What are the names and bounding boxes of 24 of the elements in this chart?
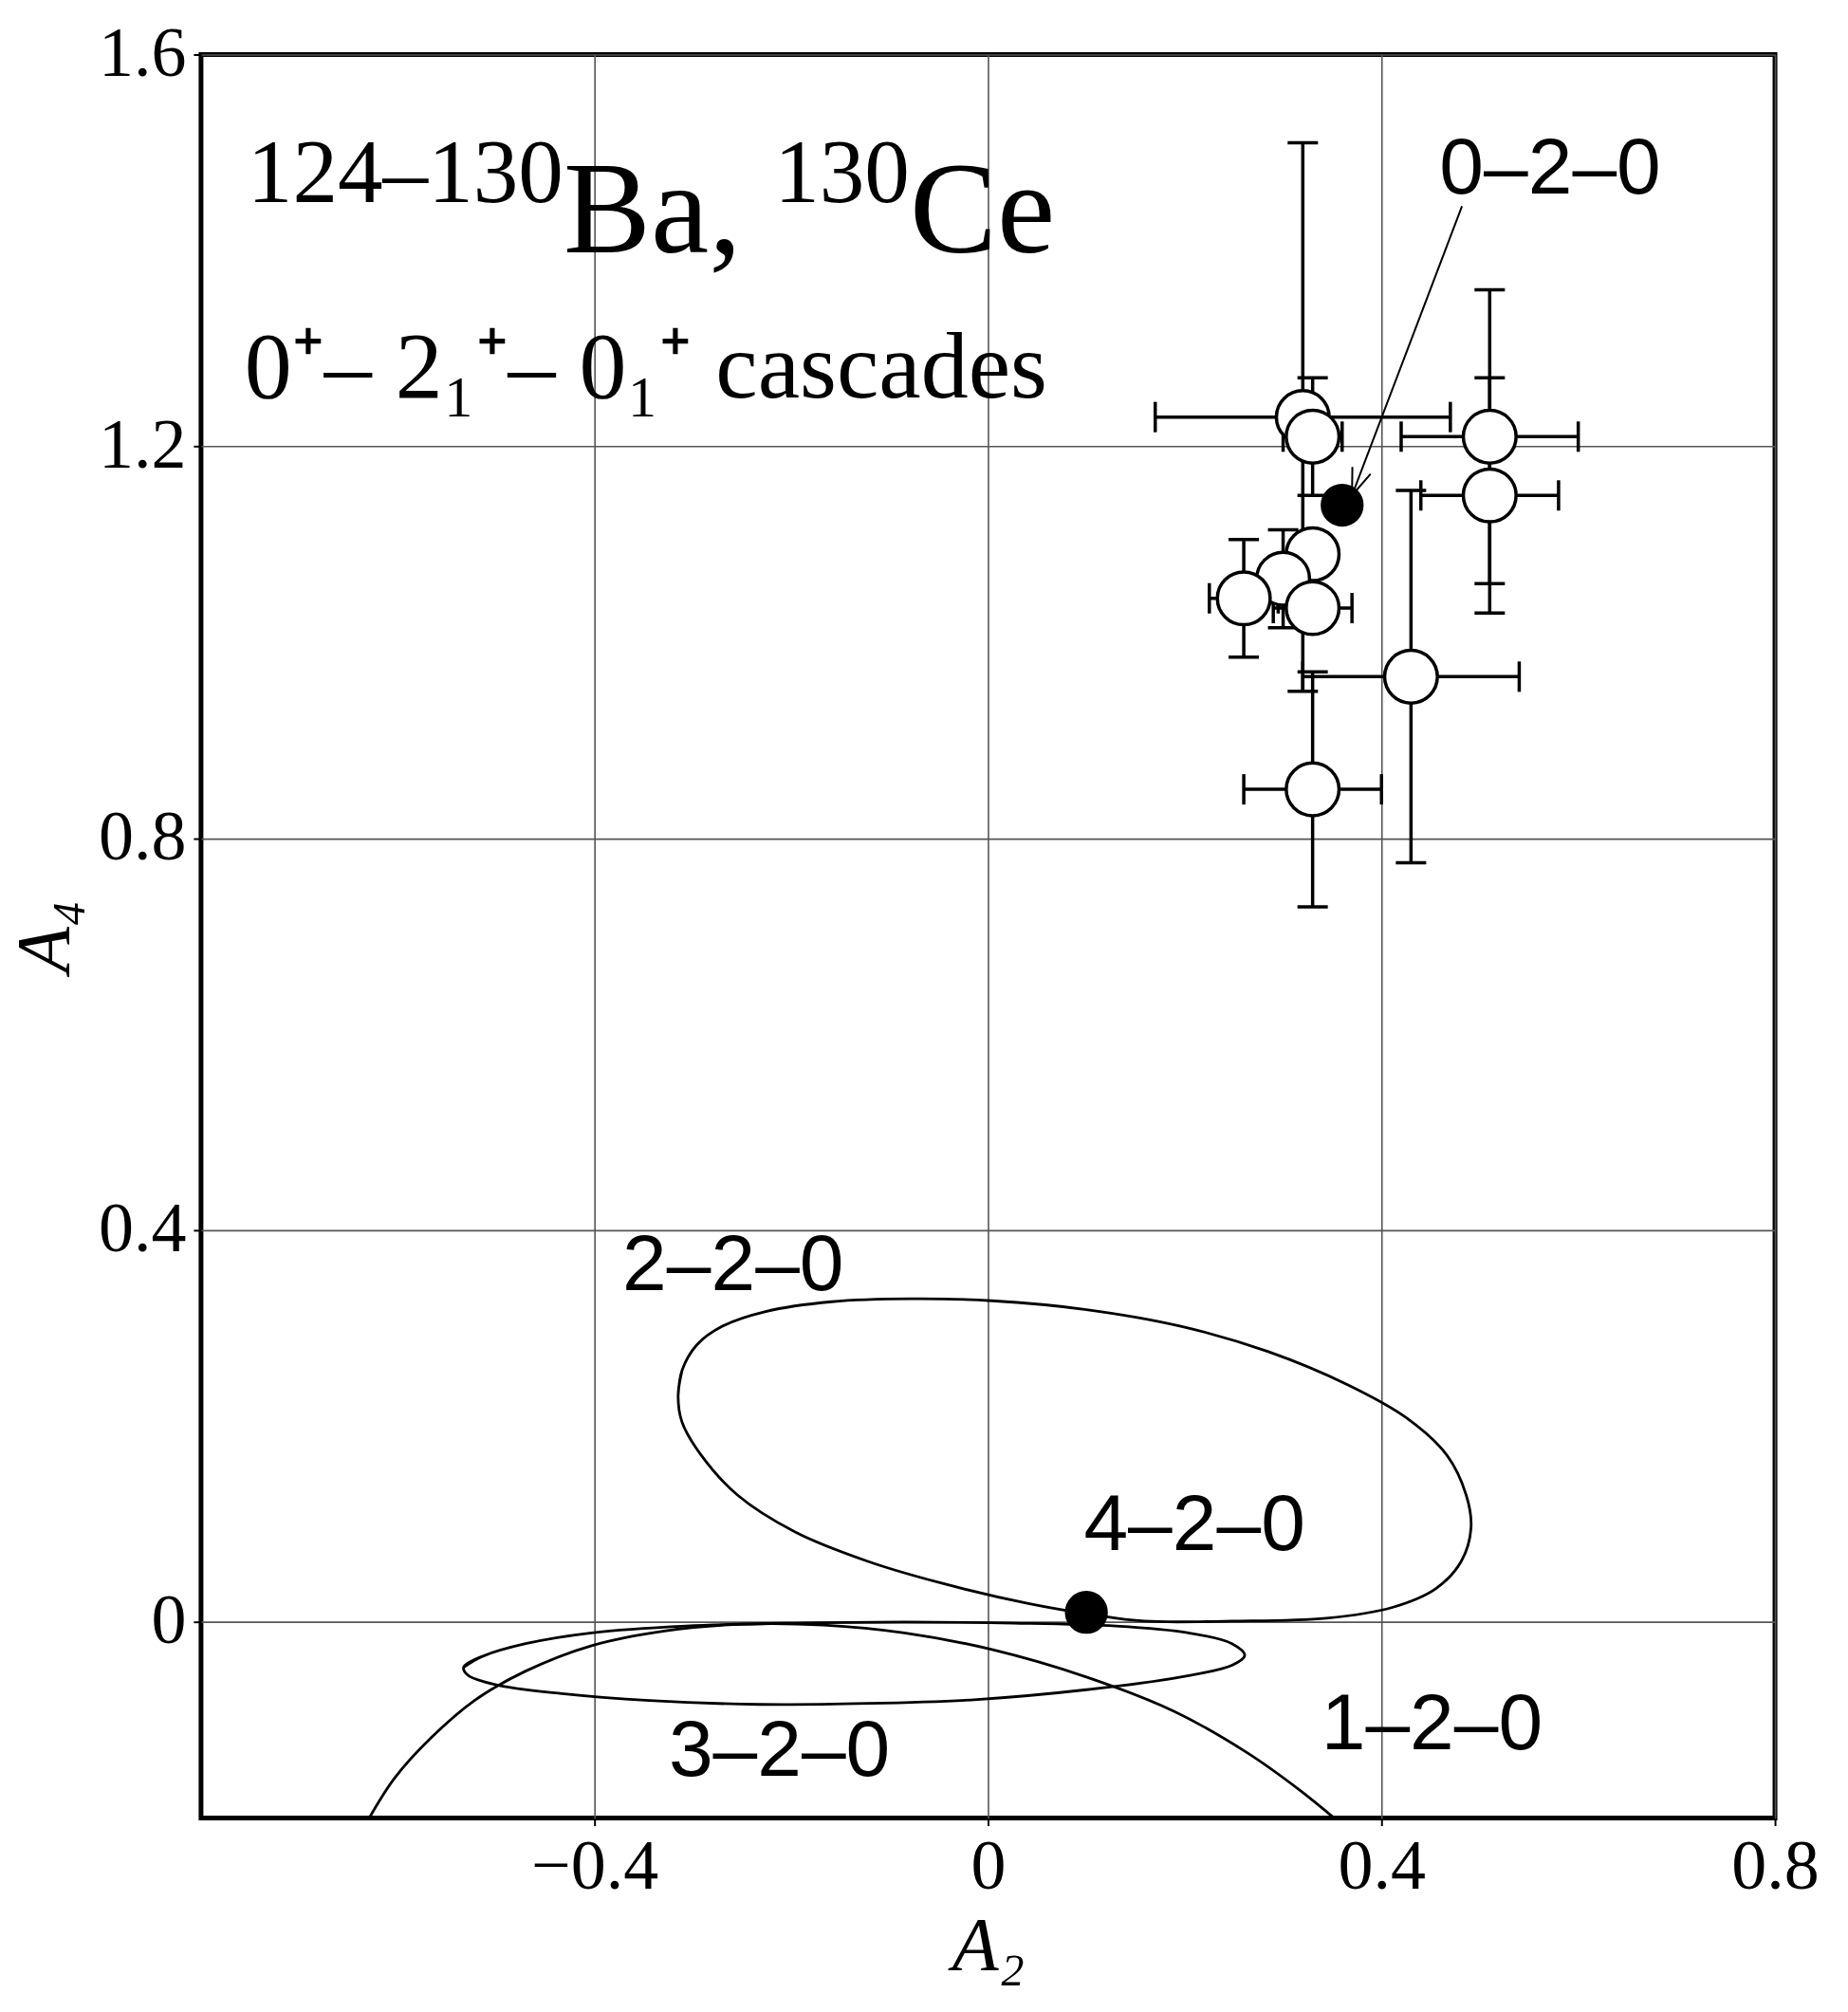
annotation: 0–2–0: [1439, 121, 1661, 212]
x-tick-label: −0.4: [531, 1826, 659, 1905]
y-tick-label: 1.2: [98, 405, 187, 484]
y-tick-label: 0.4: [98, 1189, 187, 1267]
y-tick-label: 1.6: [98, 13, 187, 91]
x-tick-label: 0: [970, 1826, 1007, 1905]
point: [1382, 648, 1439, 705]
point: [1321, 483, 1364, 527]
point: [1461, 467, 1518, 524]
series-label: 4–2–0: [1083, 1477, 1305, 1567]
x-axis-title: A₂: [947, 1902, 1026, 1986]
y-tick-label: 0.8: [98, 797, 187, 876]
x-tick-label: 0.4: [1338, 1826, 1426, 1905]
point: [1284, 761, 1341, 818]
point: [1064, 1591, 1108, 1634]
point: [1461, 408, 1518, 465]
point: [1215, 570, 1272, 627]
y-axis-title: A₄: [1, 900, 85, 978]
series-label: 2–2–0: [622, 1218, 844, 1308]
y-tick-label: 0: [151, 1580, 187, 1659]
x-tick-label: 0.8: [1731, 1826, 1820, 1905]
point: [1284, 408, 1341, 465]
point: [1284, 580, 1341, 637]
series-label: 3–2–0: [668, 1704, 891, 1794]
